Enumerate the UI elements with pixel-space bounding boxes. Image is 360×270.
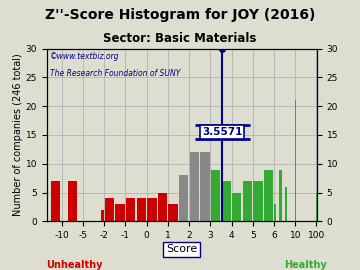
Bar: [68, 181, 77, 221]
Bar: [168, 204, 178, 221]
Text: 3.5571: 3.5571: [202, 127, 242, 137]
Bar: [285, 187, 287, 221]
Bar: [190, 152, 199, 221]
Bar: [221, 181, 231, 221]
Bar: [243, 181, 252, 221]
Text: Sector: Basic Materials: Sector: Basic Materials: [103, 32, 257, 45]
Bar: [179, 175, 188, 221]
Bar: [211, 170, 220, 221]
Bar: [105, 198, 114, 221]
Bar: [158, 193, 167, 221]
Text: Z''-Score Histogram for JOY (2016): Z''-Score Histogram for JOY (2016): [45, 8, 315, 22]
Text: ©www.textbiz.org: ©www.textbiz.org: [50, 52, 119, 61]
Bar: [200, 152, 210, 221]
Bar: [279, 170, 282, 221]
Bar: [147, 198, 157, 221]
Bar: [51, 181, 60, 221]
Bar: [253, 181, 263, 221]
Text: The Research Foundation of SUNY: The Research Foundation of SUNY: [50, 69, 180, 78]
Bar: [126, 198, 135, 221]
Text: Healthy: Healthy: [284, 260, 327, 270]
Bar: [136, 198, 146, 221]
Bar: [101, 210, 104, 221]
Bar: [264, 170, 273, 221]
X-axis label: Score: Score: [166, 244, 197, 254]
Bar: [232, 193, 242, 221]
Bar: [274, 204, 276, 221]
Y-axis label: Number of companies (246 total): Number of companies (246 total): [13, 54, 23, 216]
Text: Unhealthy: Unhealthy: [46, 260, 103, 270]
Bar: [115, 204, 125, 221]
